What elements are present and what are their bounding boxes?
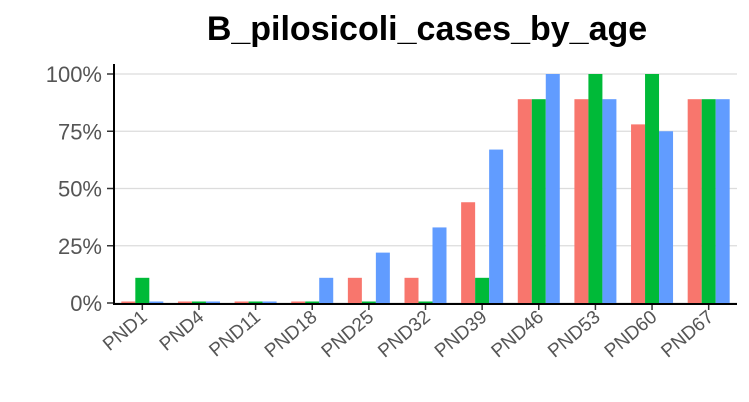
bar bbox=[588, 74, 603, 303]
bar bbox=[149, 301, 164, 303]
bar bbox=[135, 277, 150, 303]
y-tick-labels: 0% 25% 50% 75% 100% bbox=[46, 62, 102, 316]
bar bbox=[701, 99, 716, 303]
bar bbox=[461, 202, 476, 303]
axes bbox=[107, 64, 737, 310]
x-tick-label: PND67 bbox=[657, 307, 717, 362]
x-tick-label: PND32 bbox=[374, 307, 434, 362]
bar bbox=[475, 277, 490, 303]
bar bbox=[319, 277, 334, 303]
bar bbox=[659, 131, 674, 303]
x-tick-label: PND46 bbox=[488, 307, 548, 362]
x-tick-label: PND25 bbox=[318, 307, 378, 362]
bar bbox=[531, 99, 546, 303]
bar bbox=[645, 74, 660, 303]
bar bbox=[375, 252, 390, 303]
x-tick-label: PND39 bbox=[431, 307, 491, 362]
chart-title: B_pilosicoli_cases_by_age bbox=[207, 10, 647, 48]
x-tick-label: PND60 bbox=[601, 307, 661, 362]
bar bbox=[432, 227, 447, 303]
y-tick-label: 100% bbox=[46, 62, 102, 87]
bar bbox=[404, 277, 419, 303]
bar bbox=[631, 124, 646, 303]
x-tick-label: PND11 bbox=[205, 307, 264, 362]
y-tick-label: 0% bbox=[70, 291, 102, 316]
x-tick-label: PND53 bbox=[544, 307, 604, 362]
bar bbox=[191, 301, 206, 303]
bar bbox=[305, 301, 320, 303]
y-tick-label: 50% bbox=[58, 177, 102, 202]
x-tick-label: PND1 bbox=[99, 307, 151, 356]
bar bbox=[347, 277, 362, 303]
bar bbox=[715, 99, 730, 303]
bar bbox=[291, 301, 306, 303]
bar bbox=[517, 99, 532, 303]
bar bbox=[574, 99, 589, 303]
bar bbox=[248, 301, 263, 303]
y-tick-label: 25% bbox=[58, 234, 102, 259]
y-tick-label: 75% bbox=[58, 119, 102, 144]
bar bbox=[602, 99, 617, 303]
x-tick-label: PND18 bbox=[261, 307, 321, 362]
bar bbox=[121, 301, 136, 303]
bar bbox=[234, 301, 249, 303]
bar bbox=[545, 74, 560, 303]
bar bbox=[418, 301, 433, 303]
x-tick-label: PND4 bbox=[156, 306, 209, 355]
bar bbox=[361, 301, 376, 303]
bar bbox=[489, 149, 504, 303]
bar bbox=[262, 301, 277, 303]
bar bbox=[205, 301, 220, 303]
bars bbox=[121, 74, 730, 303]
bar bbox=[687, 99, 702, 303]
x-tick-labels: PND1 PND4PND11PND18PND25PND32PND39PND46PN… bbox=[99, 306, 718, 362]
bar bbox=[177, 301, 192, 303]
